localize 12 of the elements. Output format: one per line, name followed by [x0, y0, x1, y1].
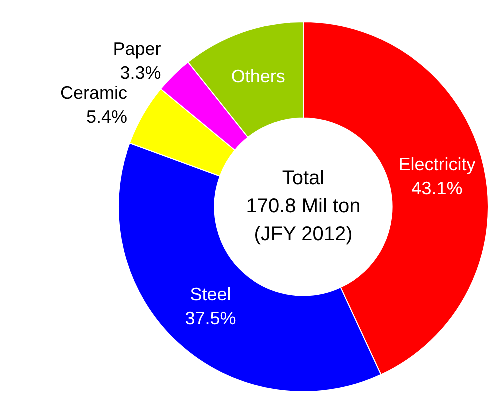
data-label: 5.4%	[86, 106, 128, 127]
slice-label: Paper	[113, 39, 162, 60]
slice-label: Steel	[190, 284, 232, 305]
data-label: 43.1%	[412, 178, 463, 199]
slice-label: Electricity	[398, 154, 476, 175]
slice-label: Ceramic	[60, 82, 128, 103]
data-label: 3.3%	[120, 63, 162, 84]
slice-label: Others	[231, 66, 286, 87]
data-label: 37.5%	[185, 308, 236, 329]
text: (JFY 2012)	[254, 224, 353, 246]
text: 170.8 Mil ton	[246, 196, 361, 218]
text: Total	[282, 168, 325, 190]
